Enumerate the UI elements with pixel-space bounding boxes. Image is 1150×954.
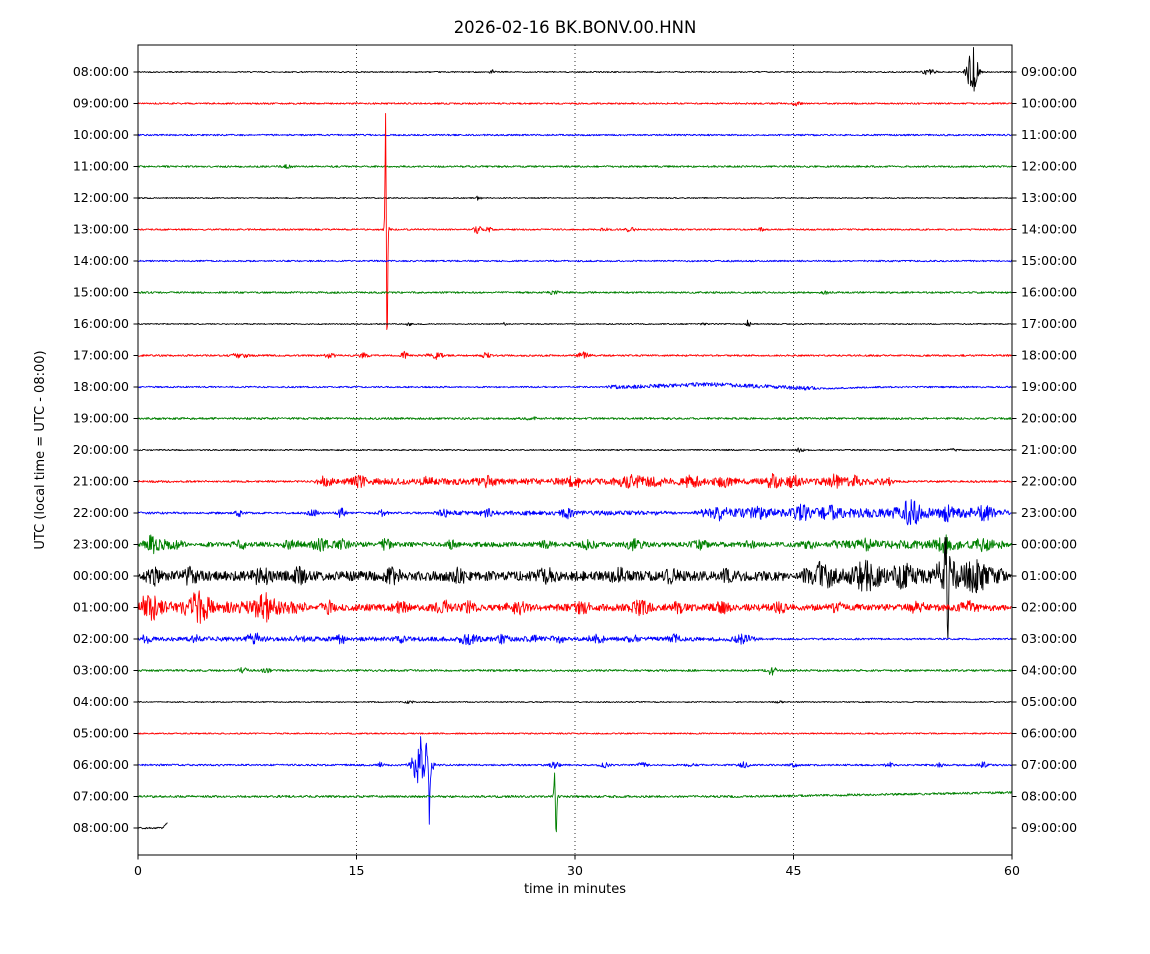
trace-row-010000 [138, 590, 1012, 624]
local-time-label: 03:00:00 [1021, 631, 1077, 646]
utc-time-label: 13:00:00 [73, 222, 129, 237]
utc-time-label: 08:00:00 [73, 64, 129, 79]
utc-time-label: 12:00:00 [73, 190, 129, 205]
local-time-label: 14:00:00 [1021, 222, 1077, 237]
utc-time-label: 21:00:00 [73, 474, 129, 489]
local-time-label: 13:00:00 [1021, 190, 1077, 205]
x-tick-label: 45 [786, 863, 802, 878]
local-time-label: 01:00:00 [1021, 568, 1077, 583]
utc-time-label: 19:00:00 [73, 411, 129, 426]
trace-row-100000 [138, 133, 1012, 137]
trace-row-110000 [138, 164, 1012, 169]
x-tick-label: 15 [349, 863, 365, 878]
utc-time-label: 06:00:00 [73, 757, 129, 772]
utc-time-label: 03:00:00 [73, 663, 129, 678]
local-time-label: 20:00:00 [1021, 411, 1077, 426]
local-time-label: 22:00:00 [1021, 474, 1077, 489]
utc-time-label: 09:00:00 [73, 96, 129, 111]
plot-area: 08:00:00 09:00:00 09:00:00 10:00:00 10:00:00… [73, 44, 1077, 878]
utc-time-label: 17:00:00 [73, 348, 129, 363]
local-time-label: 15:00:00 [1021, 253, 1077, 268]
trace-row-160000 [138, 319, 1012, 327]
local-time-label: 23:00:00 [1021, 505, 1077, 520]
utc-time-label: 04:00:00 [73, 694, 129, 709]
local-time-label: 04:00:00 [1021, 663, 1077, 678]
local-time-label: 16:00:00 [1021, 285, 1077, 300]
y-axis-label: UTC (local time = UTC - 08:00) [33, 350, 48, 549]
trace-row-080000 [138, 46, 1012, 92]
utc-time-label: 22:00:00 [73, 505, 129, 520]
trace-row-210000 [138, 473, 1012, 489]
trace-row-230000 [138, 534, 1012, 555]
x-tick-label: 30 [567, 863, 583, 878]
utc-time-label: 02:00:00 [73, 631, 129, 646]
utc-time-label: 15:00:00 [73, 285, 129, 300]
local-time-label: 11:00:00 [1021, 127, 1077, 142]
local-time-label: 21:00:00 [1021, 442, 1077, 457]
utc-time-label: 08:00:00 [73, 820, 129, 835]
trace-row-030000 [138, 666, 1012, 676]
trace-row-200000 [138, 447, 1012, 453]
trace-row-070000 [138, 772, 1012, 833]
local-time-label: 19:00:00 [1021, 379, 1077, 394]
trace-row-170000 [138, 350, 1012, 360]
local-time-label: 12:00:00 [1021, 159, 1077, 174]
utc-time-label: 10:00:00 [73, 127, 129, 142]
local-time-label: 08:00:00 [1021, 789, 1077, 804]
x-tick-label: 60 [1004, 863, 1020, 878]
trace-row-080000 [138, 822, 168, 830]
utc-time-label: 18:00:00 [73, 379, 129, 394]
x-axis-label: time in minutes [524, 882, 626, 897]
local-time-label: 10:00:00 [1021, 96, 1077, 111]
trace-row-040000 [138, 700, 1012, 704]
local-time-label: 18:00:00 [1021, 348, 1077, 363]
local-time-label: 06:00:00 [1021, 726, 1077, 741]
local-time-label: 05:00:00 [1021, 694, 1077, 709]
x-tick-label: 0 [134, 863, 142, 878]
local-time-label: 17:00:00 [1021, 316, 1077, 331]
local-time-label: 09:00:00 [1021, 820, 1077, 835]
utc-time-label: 11:00:00 [73, 159, 129, 174]
utc-time-label: 07:00:00 [73, 789, 129, 804]
trace-row-050000 [138, 732, 1012, 735]
chart-title: 2026-02-16 BK.BONV.00.HNN [454, 18, 697, 37]
trace-row-180000 [138, 382, 1012, 391]
trace-row-190000 [138, 416, 1012, 421]
utc-time-label: 00:00:00 [73, 568, 129, 583]
local-time-label: 00:00:00 [1021, 537, 1077, 552]
trace-row-140000 [138, 259, 1012, 263]
trace-row-120000 [138, 195, 1012, 201]
traces [138, 46, 1012, 833]
trace-row-000000 [138, 536, 1012, 640]
trace-row-060000 [138, 736, 1012, 825]
utc-time-label: 01:00:00 [73, 600, 129, 615]
utc-time-label: 16:00:00 [73, 316, 129, 331]
utc-time-label: 14:00:00 [73, 253, 129, 268]
utc-time-label: 23:00:00 [73, 537, 129, 552]
trace-row-090000 [138, 101, 1012, 107]
utc-time-label: 20:00:00 [73, 442, 129, 457]
trace-row-220000 [138, 499, 1012, 526]
local-time-label: 09:00:00 [1021, 64, 1077, 79]
utc-time-label: 05:00:00 [73, 726, 129, 741]
local-time-label: 07:00:00 [1021, 757, 1077, 772]
trace-row-130000 [138, 113, 1012, 330]
local-time-label: 02:00:00 [1021, 600, 1077, 615]
trace-row-150000 [138, 290, 1012, 295]
trace-row-020000 [138, 632, 1012, 646]
